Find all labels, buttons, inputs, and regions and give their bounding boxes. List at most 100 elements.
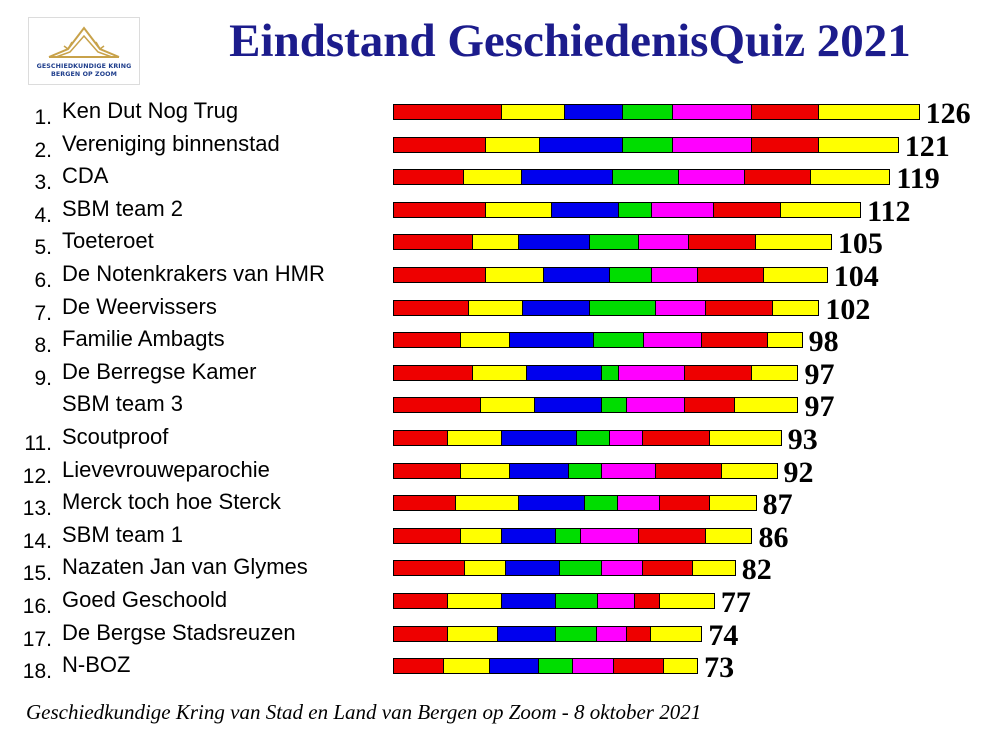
score-bar: [393, 625, 703, 642]
bar-segment: [556, 528, 582, 543]
score-value: 104: [833, 260, 879, 293]
bar-segment: [772, 300, 819, 315]
bar-segment: [751, 365, 798, 380]
bar-segment: [597, 594, 635, 608]
rank-label: 12.: [22, 464, 52, 488]
table-row: SBM team 3 97: [0, 391, 990, 423]
bar-segment: [506, 561, 561, 576]
rank-label: 4.: [34, 203, 52, 227]
table-row: 12. Lievevrouweparochie 92: [0, 457, 990, 489]
bar-segment: [618, 365, 686, 380]
bar-segment: [685, 365, 752, 380]
bar-segment: [564, 105, 624, 119]
bar-segment: [460, 528, 503, 543]
bar-segment: [672, 105, 753, 119]
bar-segment: [643, 431, 710, 445]
bar-segment: [394, 431, 449, 445]
bar-segment: [618, 496, 660, 511]
score-bar: [393, 593, 715, 609]
table-row: 14. SBM team 1 86: [0, 522, 990, 554]
table-row: 5. Toeteroet 105: [0, 228, 990, 260]
rank-label: 5.: [34, 236, 52, 260]
bar-segment: [448, 594, 502, 608]
bar-segment: [460, 333, 511, 348]
bar-segment: [581, 528, 640, 543]
score-value: 82: [741, 553, 772, 587]
bar-segment: [701, 333, 769, 348]
bar-segment: [614, 659, 664, 674]
rank-label: 18.: [22, 660, 52, 684]
bar-segment: [818, 137, 898, 152]
bar-segment: [685, 398, 736, 413]
score-value: 97: [804, 357, 835, 391]
bar-segment: [610, 431, 644, 445]
bar-segment: [539, 137, 623, 152]
bar-segment: [597, 626, 627, 641]
table-row: 15. Nazaten Jan van Glymes 82: [0, 554, 990, 586]
table-row: 11. Scoutproof 93: [0, 424, 990, 456]
bar-segment: [510, 463, 569, 478]
bar-segment: [518, 235, 590, 250]
score-bar: [393, 104, 920, 120]
bar-segment: [710, 431, 781, 445]
rank-label: 6.: [34, 269, 52, 292]
bar-segment: [502, 431, 577, 445]
bar-segment: [612, 170, 679, 185]
table-row: 13. Merck toch hoe Sterck 87: [0, 489, 990, 521]
bar-segment: [394, 398, 482, 413]
bar-segment: [543, 268, 611, 282]
team-name: De Berregse Kamer: [62, 358, 257, 384]
bar-segment: [394, 137, 486, 152]
bar-segment: [394, 300, 469, 315]
table-row: 3. CDA 119: [0, 163, 990, 195]
bar-segment: [663, 659, 698, 674]
table-row: 7. De Weervissers 102: [0, 294, 990, 326]
score-value: 119: [896, 162, 940, 196]
footer-caption: Geschiedkundige Kring van Stad en Land v…: [26, 700, 702, 724]
score-bar: [393, 201, 862, 218]
bar-segment: [394, 659, 444, 674]
bar-segment: [601, 561, 644, 576]
team-name: CDA: [62, 163, 109, 189]
bar-segment: [497, 626, 556, 641]
team-name: Goed Geschoold: [62, 587, 228, 612]
score-value: 93: [787, 423, 818, 456]
bar-segment: [464, 561, 507, 576]
bar-segment: [589, 235, 640, 250]
rank-label: 3.: [34, 171, 52, 195]
bar-segment: [443, 659, 490, 674]
bar-segment: [735, 398, 798, 413]
score-bar: [393, 136, 899, 153]
bar-segment: [601, 398, 627, 413]
bar-segment: [456, 496, 519, 511]
rank-label: 17.: [22, 627, 52, 651]
bar-segment: [518, 496, 586, 511]
bar-segment: [447, 626, 498, 641]
logo-text-line-1: GESCHIEDKUNDIGE KRING: [36, 63, 132, 70]
bar-segment: [752, 105, 819, 119]
score-value: 97: [804, 390, 835, 424]
bar-segment: [697, 268, 765, 282]
bar-segment: [768, 333, 802, 348]
bar-segment: [468, 300, 523, 315]
rank-label: 9.: [34, 366, 52, 390]
bar-segment: [660, 496, 710, 511]
bar-segment: [510, 333, 594, 348]
score-bar: [393, 560, 736, 577]
bar-segment: [618, 202, 653, 217]
score-bar: [393, 495, 757, 512]
team-name: Scoutproof: [62, 424, 169, 449]
bar-segment: [764, 268, 827, 282]
bar-segment: [689, 235, 756, 250]
rank-label: 8.: [34, 334, 52, 358]
bar-segment: [489, 659, 540, 674]
bar-segment: [502, 105, 565, 119]
score-bar: [393, 364, 799, 381]
rank-label: 7.: [34, 301, 52, 325]
bar-segment: [394, 626, 448, 641]
bar-segment: [744, 170, 811, 185]
bar-segment: [601, 365, 619, 380]
bar-segment: [576, 431, 611, 445]
bar-segment: [394, 268, 486, 282]
team-name: SBM team 3: [62, 391, 184, 417]
